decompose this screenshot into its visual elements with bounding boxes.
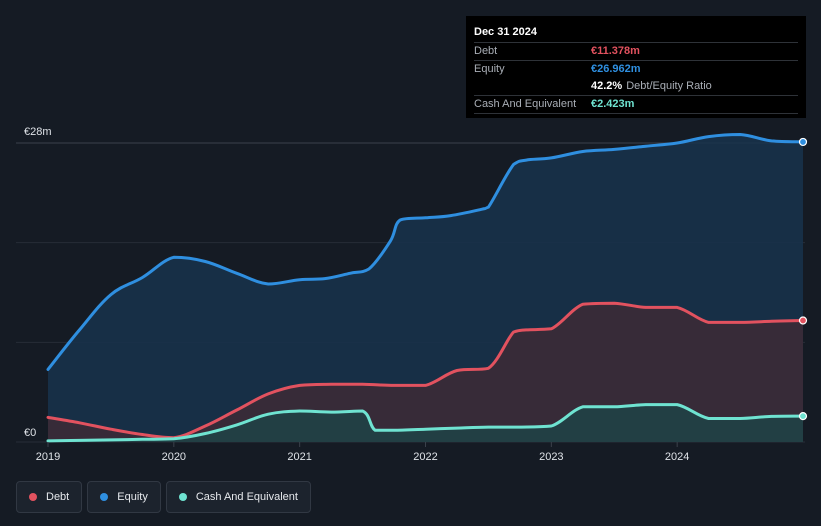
tooltip-cash-value: €2.423m — [591, 98, 635, 110]
legend-debt-label: Debt — [46, 491, 70, 503]
series-lines — [46, 133, 805, 443]
y-axis-bottom-label: €0 — [24, 427, 36, 439]
tooltip-debt-value: €11.378m — [591, 45, 640, 57]
tooltip-ratio-label: Debt/Equity Ratio — [626, 80, 712, 92]
x-tick-label-2021: 2021 — [287, 451, 311, 463]
legend: Debt Equity Cash And Equivalent — [16, 481, 311, 513]
cash-end-marker — [798, 412, 808, 421]
tooltip-equity-row: Equity €26.962m — [474, 60, 798, 78]
equity-end-marker — [798, 137, 808, 147]
tooltip-cash-label: Cash And Equivalent — [474, 98, 577, 110]
legend-cash-label: Cash And Equivalent — [195, 491, 298, 503]
x-tick-label-2020: 2020 — [162, 451, 186, 463]
series-areas — [48, 134, 803, 442]
tooltip-cash-row: Cash And Equivalent €2.423m — [474, 95, 798, 114]
tooltip-equity-label: Equity — [474, 63, 505, 75]
legend-item-equity[interactable]: Equity — [87, 481, 161, 513]
end-markers — [798, 137, 808, 421]
tooltip-debt-label: Debt — [474, 45, 498, 57]
legend-equity-label: Equity — [117, 491, 148, 503]
tooltip-date: Dec 31 2024 — [474, 26, 537, 38]
legend-item-debt[interactable]: Debt — [16, 481, 83, 513]
tooltip-ratio-row: 42.2% Debt/Equity Ratio — [474, 78, 798, 95]
cash-area — [48, 404, 803, 442]
cash-line — [46, 403, 805, 443]
tooltip-debt-row: Debt €11.378m — [474, 42, 798, 60]
legend-cash-dot-icon — [178, 493, 187, 501]
equity-line — [46, 133, 805, 371]
legend-debt-dot-icon — [29, 493, 37, 501]
x-axis: 2019 2020 2021 2022 2023 2024 — [36, 442, 689, 463]
x-tick-label-2019: 2019 — [36, 451, 60, 463]
tooltip: Dec 31 2024 Debt €11.378m Equity €26.962… — [466, 16, 806, 118]
x-tick-label-2023: 2023 — [539, 451, 563, 463]
tooltip-ratio-value: 42.2% — [591, 80, 623, 92]
y-axis-top-label: €28m — [24, 126, 52, 138]
legend-item-cash[interactable]: Cash And Equivalent — [165, 481, 311, 513]
tooltip-equity-value: €26.962m — [591, 63, 641, 75]
debt-end-marker — [798, 316, 808, 325]
x-tick-label-2024: 2024 — [665, 451, 689, 463]
legend-equity-dot-icon — [100, 493, 109, 501]
x-tick-label-2022: 2022 — [413, 451, 437, 463]
